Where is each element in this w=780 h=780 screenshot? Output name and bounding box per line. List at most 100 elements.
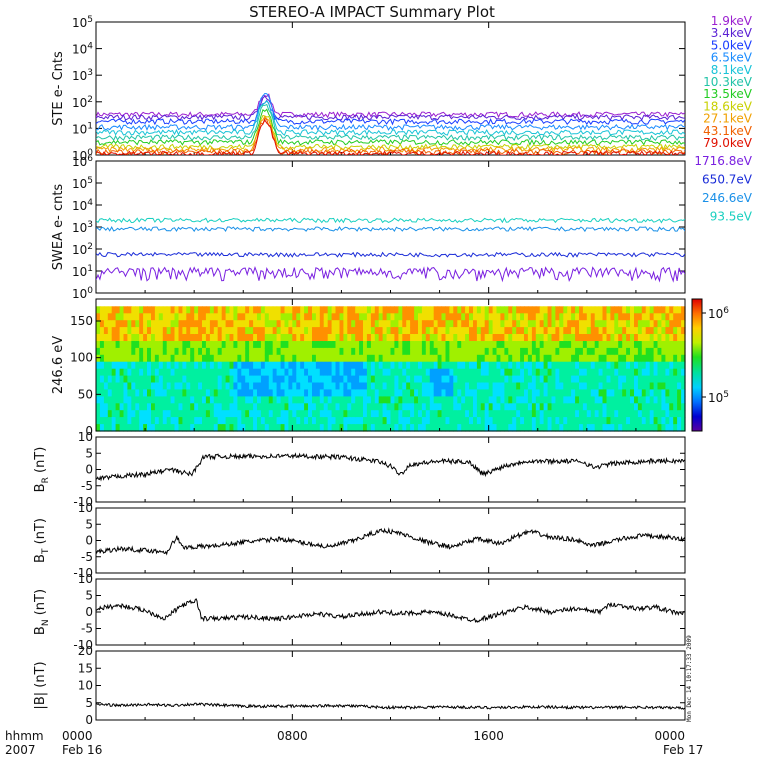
pad-cell — [276, 306, 282, 314]
pad-cell — [429, 424, 435, 432]
pad-cell — [563, 396, 568, 404]
pad-cell — [571, 375, 576, 384]
pad-cell — [190, 375, 195, 384]
pad-cell — [319, 368, 325, 377]
pad-cell — [190, 396, 195, 404]
pad-cell — [677, 320, 682, 328]
pad-cell — [241, 368, 246, 377]
pad-cell — [622, 424, 627, 432]
pad-cell — [257, 313, 262, 321]
pad-cell — [634, 306, 639, 314]
pad-cell — [221, 354, 227, 363]
pad-cell — [190, 341, 195, 349]
pad-cell — [312, 396, 317, 404]
pad-cell — [677, 410, 682, 418]
pad-cell — [194, 375, 199, 384]
pad-cell — [524, 306, 529, 314]
pad-cell — [421, 334, 427, 342]
pad-cell — [539, 313, 545, 321]
pad-cell — [457, 354, 462, 363]
pad-cell — [335, 334, 340, 342]
pad-cell — [508, 389, 513, 397]
pad-cell — [465, 375, 470, 384]
pad-cell — [233, 354, 238, 363]
pad-cell — [610, 417, 615, 425]
pad-cell — [182, 361, 187, 370]
pad-cell — [606, 320, 611, 328]
pad-cell — [315, 327, 321, 335]
pad-cell — [425, 313, 431, 321]
pad-cell — [386, 410, 392, 418]
pad-cell — [681, 403, 686, 411]
pad-cell — [319, 354, 325, 363]
pad-cell — [555, 327, 560, 335]
pad-cell — [606, 424, 611, 432]
pad-cell — [539, 361, 545, 370]
pad-cell — [225, 410, 231, 418]
pad-cell — [268, 410, 274, 418]
pad-cell — [253, 410, 258, 418]
pad-cell — [245, 410, 250, 418]
legend-ste-10: 79.0keV — [703, 136, 753, 150]
pad-cell — [139, 410, 144, 418]
pad-cell — [634, 389, 639, 397]
pad-cell — [96, 327, 101, 335]
pad-cell — [433, 417, 439, 425]
pad-cell — [276, 320, 282, 328]
pad-cell — [359, 396, 364, 404]
pad-cell — [598, 341, 604, 349]
pad-cell — [221, 396, 227, 404]
pad-cell — [390, 320, 395, 328]
pad-cell — [500, 341, 505, 349]
pad-cell — [665, 313, 670, 321]
pad-cell — [205, 410, 211, 418]
pad-cell — [99, 334, 105, 342]
pad-cell — [551, 375, 556, 384]
pad-cell — [610, 403, 615, 411]
pad-cell — [245, 389, 250, 397]
pad-cell — [205, 313, 211, 321]
pad-cell — [378, 417, 384, 425]
pad-cell — [453, 320, 458, 328]
pad-cell — [649, 320, 655, 328]
pad-cell — [386, 382, 392, 390]
pad-cell — [131, 375, 136, 384]
pad-cell — [571, 396, 576, 404]
pad-cell — [579, 341, 584, 349]
pad-cell — [103, 396, 109, 404]
pad-cell — [414, 361, 419, 370]
pad-cell — [312, 424, 317, 432]
pad-cell — [107, 306, 113, 314]
swea-series-3 — [96, 217, 685, 224]
pad-cell — [398, 382, 403, 390]
pad-cell — [669, 327, 674, 335]
br-y-tick-label-3: -5 — [81, 479, 93, 493]
pad-cell — [524, 417, 529, 425]
pad-cell — [378, 396, 384, 404]
pad-cell — [425, 306, 431, 314]
pad-cell — [429, 347, 435, 356]
pad-y-tick-label-0: 0 — [85, 424, 93, 438]
pad-cell — [135, 403, 140, 411]
pad-cell — [276, 417, 282, 425]
pad-cell — [543, 320, 549, 328]
pad-cell — [205, 334, 211, 342]
pad-cell — [539, 334, 545, 342]
pad-cell — [524, 382, 529, 390]
pad-cell — [425, 361, 431, 370]
pad-cell — [414, 417, 419, 425]
pad-cell — [335, 417, 340, 425]
pad-cell — [237, 389, 242, 397]
pad-cell — [308, 382, 313, 390]
pad-cell — [103, 417, 109, 425]
pad-cell — [449, 341, 454, 349]
pad-cell — [253, 341, 258, 349]
pad-cell — [253, 403, 258, 411]
pad-cell — [465, 368, 470, 377]
pad-cell — [484, 306, 490, 314]
pad-cell — [476, 327, 482, 335]
pad-cell — [304, 313, 309, 321]
pad-cell — [473, 389, 478, 397]
pad-cell — [618, 354, 623, 363]
